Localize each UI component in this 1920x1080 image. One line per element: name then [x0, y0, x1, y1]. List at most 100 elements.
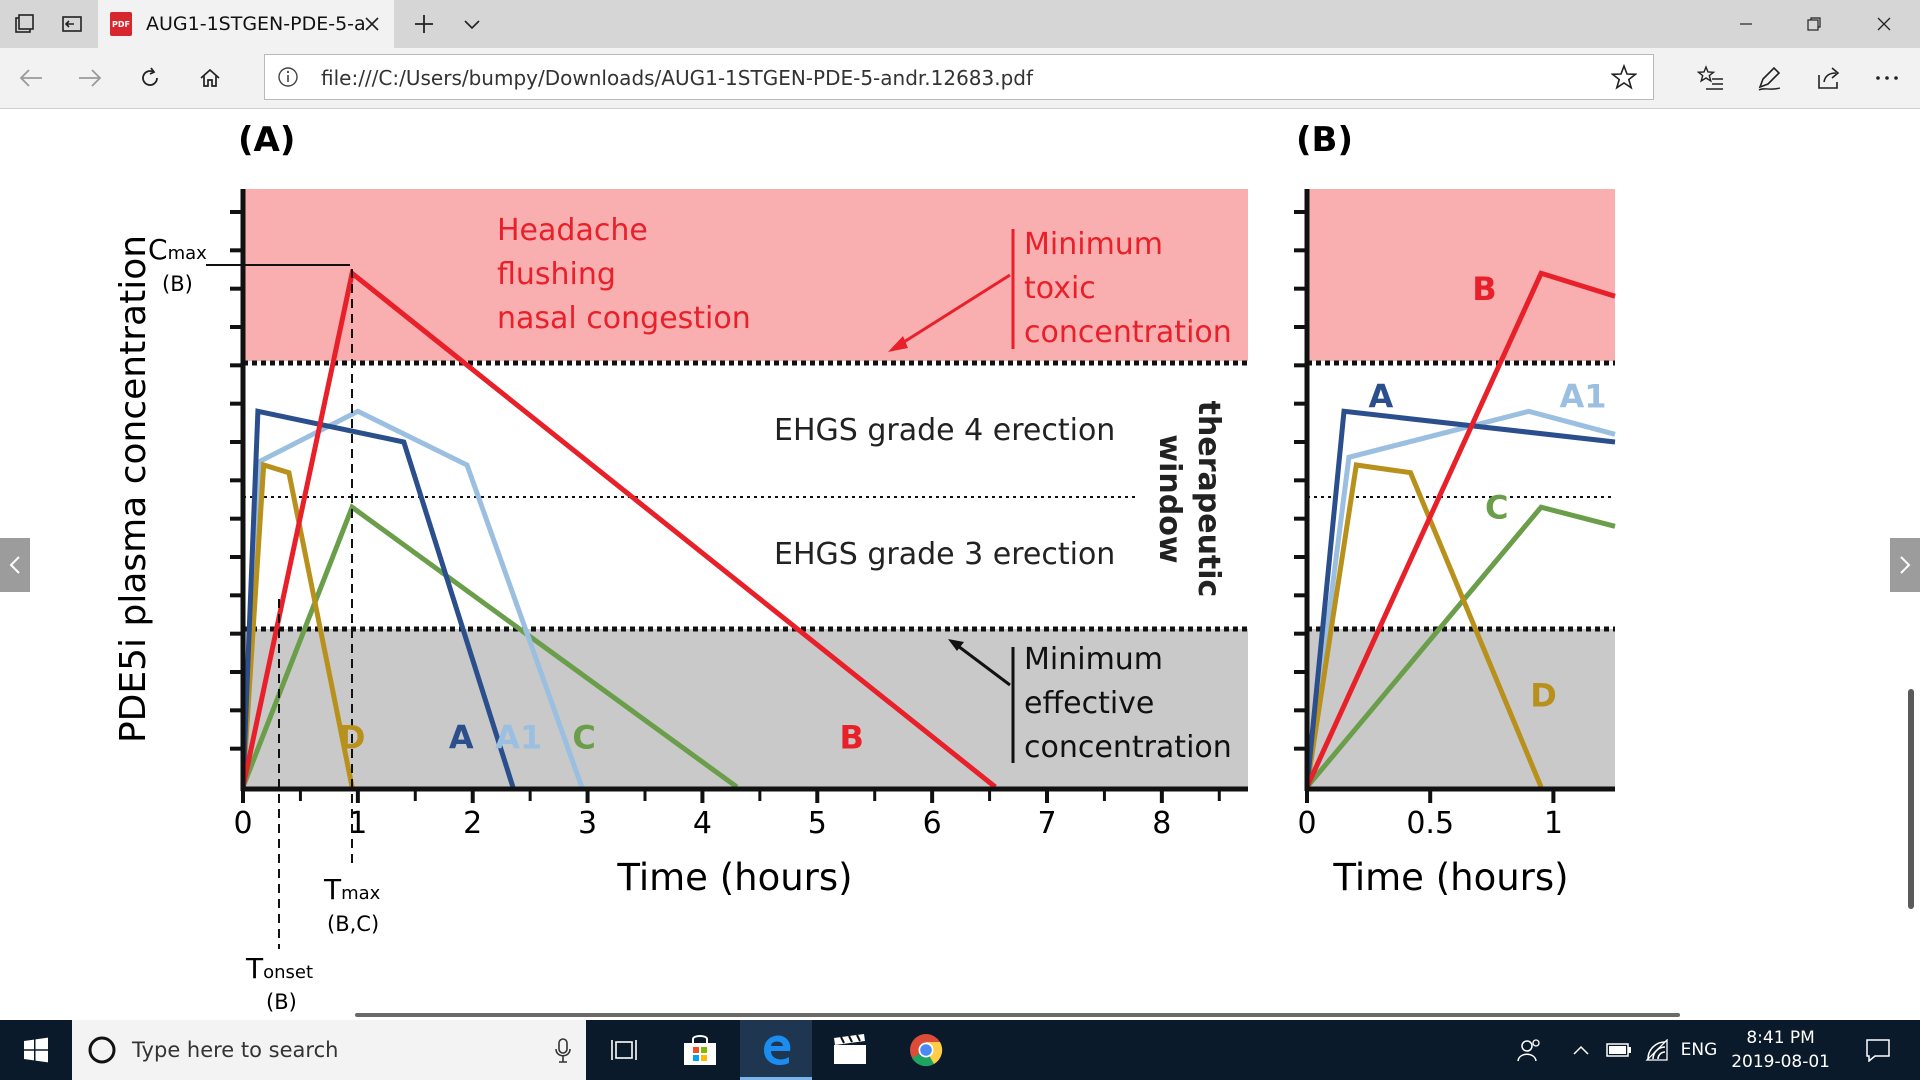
x-axis-label-b: Time (hours) — [1332, 856, 1568, 899]
series-label-c-a: C — [572, 719, 595, 757]
min-effective-label-1: Minimum — [1024, 642, 1163, 677]
series-label-a1-a: A1 — [495, 719, 542, 757]
side-effect-flushing: flushing — [497, 257, 616, 292]
tab-manager-icon[interactable] — [0, 0, 48, 48]
tab-title: AUG1-1STGEN-PDE-5-a — [146, 13, 366, 35]
set-aside-tabs-icon[interactable] — [48, 0, 96, 48]
wifi-icon[interactable] — [1640, 1020, 1674, 1080]
video-editor-clapper-icon[interactable] — [814, 1020, 886, 1080]
series-label-c-b: C — [1485, 489, 1508, 527]
tonset-note: (B) — [266, 990, 297, 1014]
back-arrow-icon[interactable] — [7, 54, 55, 102]
task-view-icon[interactable] — [588, 1020, 660, 1080]
taskbar-clock[interactable]: 8:41 PM 2019-08-01 — [1731, 1026, 1830, 1074]
share-icon[interactable] — [1805, 54, 1853, 102]
therapeutic-label-2: window — [1152, 434, 1187, 563]
window-close-icon[interactable] — [1850, 0, 1918, 48]
favorite-star-icon[interactable] — [1611, 64, 1637, 90]
x-tick-label-a: 1 — [348, 806, 367, 841]
microsoft-store-icon[interactable] — [664, 1020, 736, 1080]
x-ticks-b: 0 0.5 1 — [1297, 789, 1563, 841]
series-line-a1-b — [1304, 408, 1616, 788]
series-label-a1-b: A1 — [1559, 378, 1606, 416]
horizontal-scrollbar[interactable] — [355, 1013, 1680, 1017]
forward-arrow-icon[interactable] — [66, 54, 114, 102]
active-tab[interactable]: PDF AUG1-1STGEN-PDE-5-a — [98, 0, 394, 48]
close-tab-icon[interactable] — [360, 12, 384, 36]
x-tick-label-a: 4 — [693, 806, 712, 841]
pdf-file-icon: PDF — [110, 12, 132, 36]
tmax-label: Tmax — [323, 873, 381, 906]
min-effective-arrowhead — [948, 639, 964, 651]
series-label-b-b: B — [1472, 270, 1496, 308]
panel-b-series — [1304, 270, 1616, 789]
y-ticks-a — [230, 210, 243, 751]
series-line-d-b — [1304, 462, 1544, 788]
cortana-circle-icon[interactable] — [86, 1034, 118, 1066]
ehgs-grade-4-label: EHGS grade 4 erection — [774, 413, 1115, 448]
navigation-bar: file:///C:/Users/bumpy/Downloads/AUG1-1S… — [0, 48, 1920, 109]
ineffective-zone-a — [243, 629, 1248, 787]
taskbar: Type here to search ENG 8:41 PM 2019-08-… — [0, 1020, 1920, 1080]
x-axis-label-a: Time (hours) — [616, 856, 852, 899]
min-toxic-arrowhead — [888, 336, 908, 352]
x-tick-label-a: 8 — [1152, 806, 1171, 841]
pdf-badge-label: PDF — [112, 19, 130, 29]
url-text[interactable]: file:///C:/Users/bumpy/Downloads/AUG1-1S… — [321, 66, 1034, 90]
ineffective-zone-b — [1307, 629, 1615, 787]
windows-start-icon[interactable] — [0, 1020, 72, 1080]
x-tick-label-b: 1 — [1544, 806, 1563, 841]
refresh-icon[interactable] — [126, 54, 174, 102]
home-icon[interactable] — [186, 54, 234, 102]
series-label-b-a: B — [840, 719, 864, 757]
tab-bar: PDF AUG1-1STGEN-PDE-5-a — [0, 0, 1920, 48]
site-info-icon[interactable] — [277, 66, 299, 88]
min-effective-pointer — [957, 644, 1011, 687]
cmax-note: (B) — [162, 272, 193, 296]
more-options-icon[interactable] — [1863, 54, 1911, 102]
clock-time: 8:41 PM — [1746, 1028, 1815, 1048]
action-center-notification-icon[interactable] — [1848, 1020, 1908, 1080]
vertical-scrollbar[interactable] — [1908, 689, 1914, 909]
tonset-label: Tonset — [245, 952, 313, 985]
series-line-d-a — [240, 461, 355, 788]
edge-browser-icon[interactable] — [740, 1020, 812, 1080]
favorites-list-icon[interactable] — [1687, 54, 1735, 102]
taskbar-search-box[interactable]: Type here to search — [72, 1020, 586, 1080]
series-line-b-b — [1304, 270, 1616, 789]
series-label-a-a: A — [449, 719, 474, 757]
series-label-d-a: D — [339, 719, 366, 757]
address-bar[interactable]: file:///C:/Users/bumpy/Downloads/AUG1-1S… — [264, 54, 1654, 100]
search-placeholder[interactable]: Type here to search — [132, 1038, 339, 1062]
side-effect-headache: Headache — [497, 213, 648, 248]
new-tab-icon[interactable] — [400, 0, 448, 48]
people-icon[interactable] — [1512, 1020, 1548, 1080]
therapeutic-label-1: therapeutic — [1191, 401, 1226, 598]
series-line-c-b — [1305, 504, 1616, 789]
next-page-chevron-right-icon[interactable] — [1890, 538, 1920, 592]
x-ticks-a: 0 1 2 3 4 5 6 7 8 — [233, 789, 1221, 841]
min-toxic-pointer — [895, 273, 1011, 349]
series-labels: D A A1 C B B A A1 C D — [339, 270, 1607, 757]
x-tick-label-a: 6 — [923, 806, 942, 841]
panel-a-label: (A) — [238, 120, 295, 160]
previous-page-chevron-left-icon[interactable] — [0, 538, 30, 592]
minimize-icon[interactable] — [1712, 0, 1780, 48]
show-hidden-icons-chevron-up-icon[interactable] — [1566, 1020, 1596, 1080]
clock-date: 2019-08-01 — [1731, 1052, 1830, 1072]
tab-preview-chevron-down-icon[interactable] — [448, 0, 496, 48]
x-tick-label-a: 2 — [463, 806, 482, 841]
chrome-browser-icon[interactable] — [890, 1020, 962, 1080]
cmax-label: Cmax — [148, 233, 207, 266]
min-toxic-label-2: toxic — [1024, 271, 1096, 306]
y-axis-label: PDE5i plasma concentration — [113, 235, 154, 743]
restore-icon[interactable] — [1780, 0, 1848, 48]
microphone-icon[interactable] — [554, 1038, 572, 1064]
x-tick-label-a: 7 — [1037, 806, 1056, 841]
input-language-indicator[interactable]: ENG — [1680, 1040, 1718, 1060]
pen-notes-icon[interactable] — [1745, 54, 1793, 102]
battery-icon[interactable] — [1603, 1020, 1635, 1080]
min-toxic-label-3: concentration — [1024, 315, 1232, 350]
